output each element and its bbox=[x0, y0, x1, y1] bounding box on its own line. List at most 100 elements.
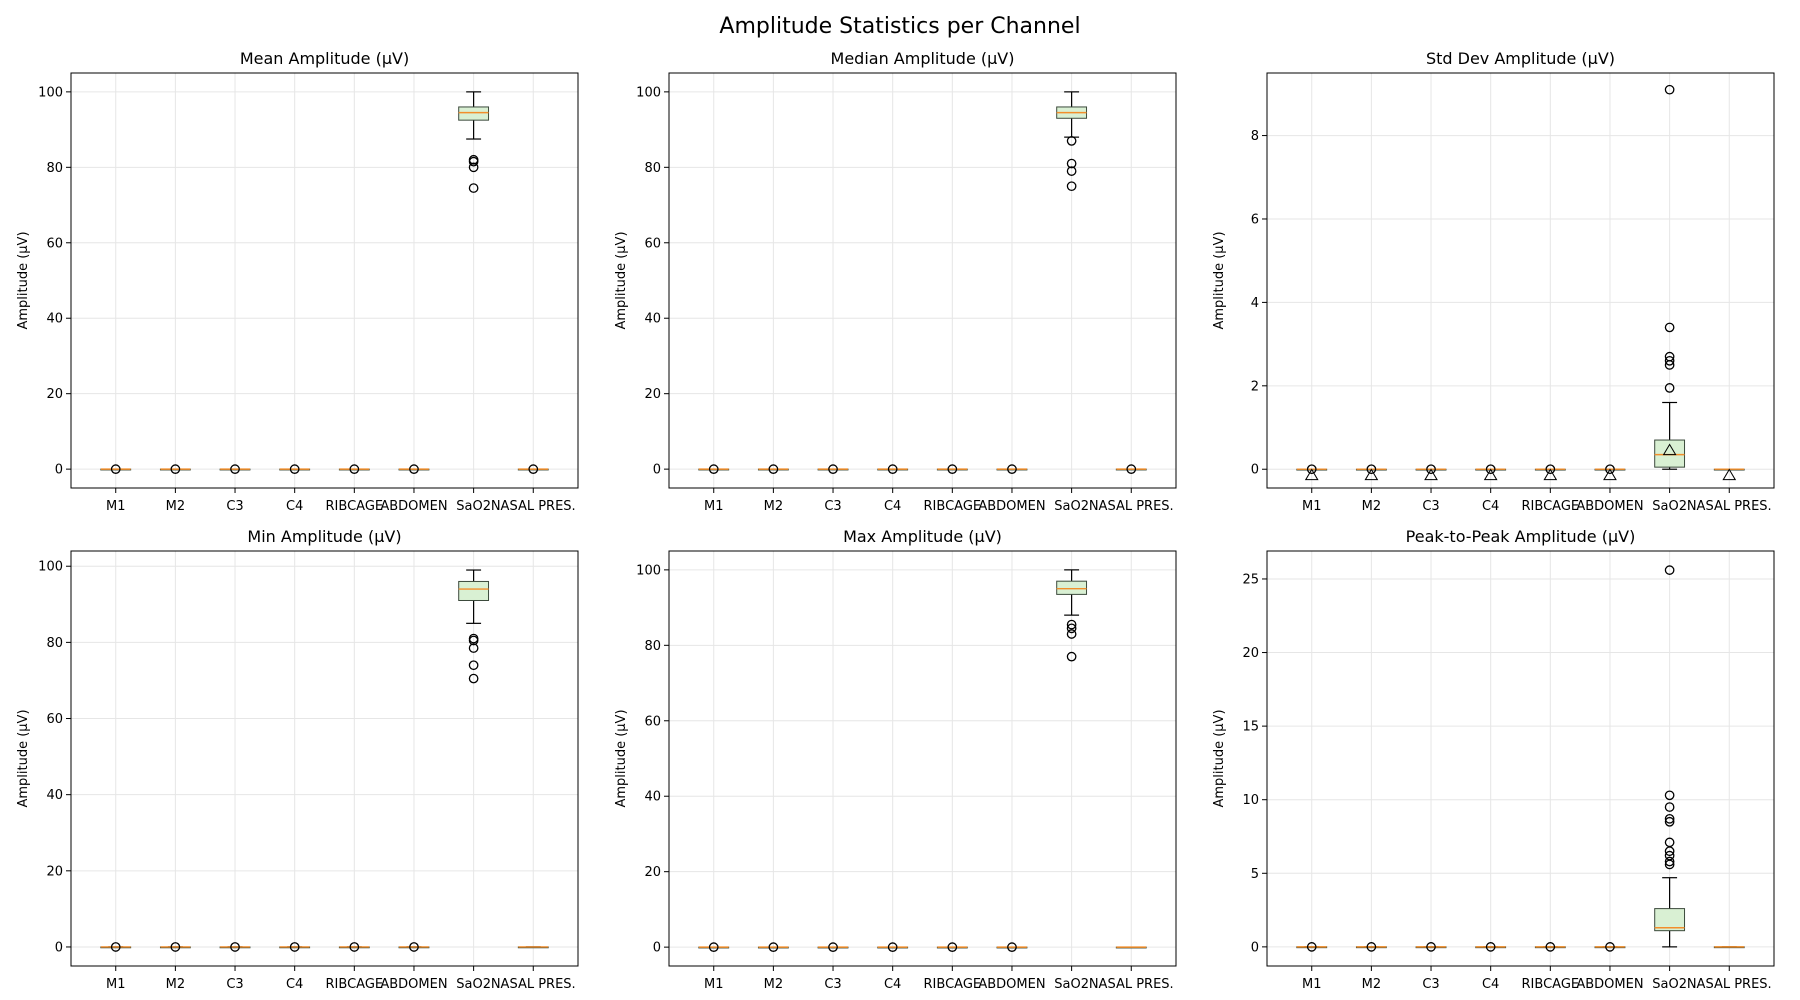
x-tick-label: M2 bbox=[764, 977, 784, 992]
box-c3 bbox=[817, 464, 849, 474]
outlier-point bbox=[349, 464, 360, 474]
box-c4 bbox=[1475, 464, 1507, 481]
y-tick-label: 25 bbox=[1242, 572, 1259, 587]
x-tick-label: M2 bbox=[166, 977, 186, 992]
x-tick-label: M1 bbox=[106, 977, 126, 992]
x-tick-label: ABDOMEN bbox=[978, 977, 1045, 992]
x-tick-label: NASAL PRES. bbox=[1687, 977, 1772, 992]
outlier-point bbox=[110, 464, 121, 474]
outlier-point bbox=[468, 643, 479, 653]
box-c4 bbox=[877, 464, 909, 474]
box-m2 bbox=[757, 942, 789, 952]
box-nasal-pres- bbox=[1713, 946, 1745, 949]
box-abdomen bbox=[996, 942, 1028, 952]
x-tick-label: M1 bbox=[704, 977, 724, 992]
y-axis-label: Amplitude (µV) bbox=[16, 231, 31, 329]
outlier-point bbox=[947, 464, 958, 474]
box-c3 bbox=[1415, 464, 1447, 481]
x-tick-label: C3 bbox=[1422, 977, 1439, 992]
outlier-point bbox=[1664, 859, 1675, 870]
x-tick-label: M2 bbox=[1362, 499, 1382, 514]
box-m1 bbox=[100, 464, 132, 474]
box-sao2 bbox=[1654, 565, 1686, 948]
x-tick-label: C4 bbox=[286, 499, 303, 514]
y-axis-label: Amplitude (µV) bbox=[614, 709, 629, 807]
outlier-point bbox=[1306, 942, 1317, 952]
y-tick-label: 40 bbox=[46, 788, 63, 803]
outlier-point bbox=[1664, 360, 1675, 370]
x-tick-label: M1 bbox=[106, 499, 126, 514]
y-tick-label: 60 bbox=[46, 236, 63, 251]
x-tick-label: M2 bbox=[1362, 977, 1382, 992]
box-body bbox=[458, 580, 490, 601]
box-abdomen bbox=[1594, 942, 1626, 952]
y-tick-label: 40 bbox=[644, 790, 661, 805]
outlier-point bbox=[1605, 942, 1615, 952]
outlier-point bbox=[1664, 355, 1675, 366]
outlier-point bbox=[828, 942, 838, 952]
box-ribcage bbox=[1534, 464, 1566, 481]
box-m1 bbox=[1296, 464, 1328, 481]
axes-frame bbox=[1266, 72, 1775, 489]
y-tick-label: 60 bbox=[46, 712, 63, 727]
y-axis-label: Amplitude (µV) bbox=[614, 231, 629, 329]
outlier-point bbox=[1545, 942, 1556, 952]
outlier-point bbox=[1066, 619, 1077, 630]
y-tick-label: 20 bbox=[644, 387, 661, 402]
x-tick-label: M1 bbox=[704, 499, 724, 514]
y-tick-label: 60 bbox=[644, 236, 661, 251]
x-tick-label: RIBCAGE bbox=[924, 499, 982, 514]
box-c3 bbox=[219, 464, 251, 474]
x-tick-label: NASAL PRES. bbox=[491, 499, 576, 514]
box-nasal-pres- bbox=[517, 946, 549, 949]
outlier-point bbox=[1007, 942, 1017, 952]
outlier-point bbox=[170, 942, 181, 952]
y-tick-label: 20 bbox=[1242, 646, 1259, 661]
box-c4 bbox=[877, 942, 909, 952]
y-axis-label: Amplitude (µV) bbox=[1212, 231, 1227, 329]
y-tick-label: 6 bbox=[1251, 212, 1259, 227]
outlier-point bbox=[230, 942, 240, 952]
box-m2 bbox=[159, 942, 191, 952]
y-tick-label: 0 bbox=[1251, 463, 1259, 478]
y-tick-label: 80 bbox=[46, 161, 63, 176]
outlier-point bbox=[1366, 942, 1377, 952]
x-tick-label: SaO2 bbox=[456, 977, 491, 992]
x-tick-label: C4 bbox=[1482, 499, 1499, 514]
box-ribcage bbox=[338, 464, 370, 474]
y-tick-label: 2 bbox=[1251, 379, 1259, 394]
chart-title: Max Amplitude (µV) bbox=[843, 527, 1002, 546]
outlier-point bbox=[468, 162, 479, 173]
outlier-point bbox=[1664, 565, 1675, 575]
outlier-point bbox=[110, 942, 121, 952]
mean-marker bbox=[1364, 468, 1379, 481]
y-tick-label: 0 bbox=[1251, 940, 1259, 955]
box-c4 bbox=[279, 464, 311, 474]
chart-title: Median Amplitude (µV) bbox=[831, 49, 1015, 68]
x-tick-label: NASAL PRES. bbox=[1089, 977, 1174, 992]
y-tick-label: 8 bbox=[1251, 129, 1259, 144]
box-sao2 bbox=[1056, 569, 1088, 662]
chart-title: Peak-to-Peak Amplitude (µV) bbox=[1406, 527, 1636, 546]
outlier-point bbox=[1066, 623, 1077, 634]
outlier-point bbox=[289, 464, 300, 474]
box-nasal-pres- bbox=[1115, 946, 1147, 949]
y-tick-label: 80 bbox=[46, 636, 63, 651]
outlier-point bbox=[528, 464, 539, 474]
axes-frame bbox=[668, 72, 1177, 489]
x-tick-label: RIBCAGE bbox=[326, 977, 384, 992]
box-m2 bbox=[757, 464, 789, 474]
outlier-point bbox=[708, 464, 719, 474]
box-sao2 bbox=[458, 91, 490, 193]
x-tick-label: NASAL PRES. bbox=[1687, 499, 1772, 514]
outlier-point bbox=[768, 942, 779, 952]
x-tick-label: ABDOMEN bbox=[380, 499, 447, 514]
outlier-point bbox=[708, 942, 719, 952]
box-body bbox=[1056, 580, 1088, 595]
x-tick-label: SaO2 bbox=[1054, 977, 1089, 992]
y-tick-label: 100 bbox=[636, 563, 661, 578]
box-m1 bbox=[698, 942, 730, 952]
